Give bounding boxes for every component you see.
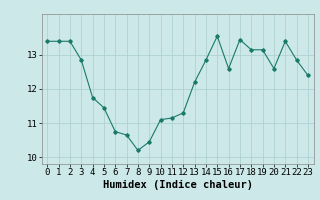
X-axis label: Humidex (Indice chaleur): Humidex (Indice chaleur) bbox=[103, 180, 252, 190]
